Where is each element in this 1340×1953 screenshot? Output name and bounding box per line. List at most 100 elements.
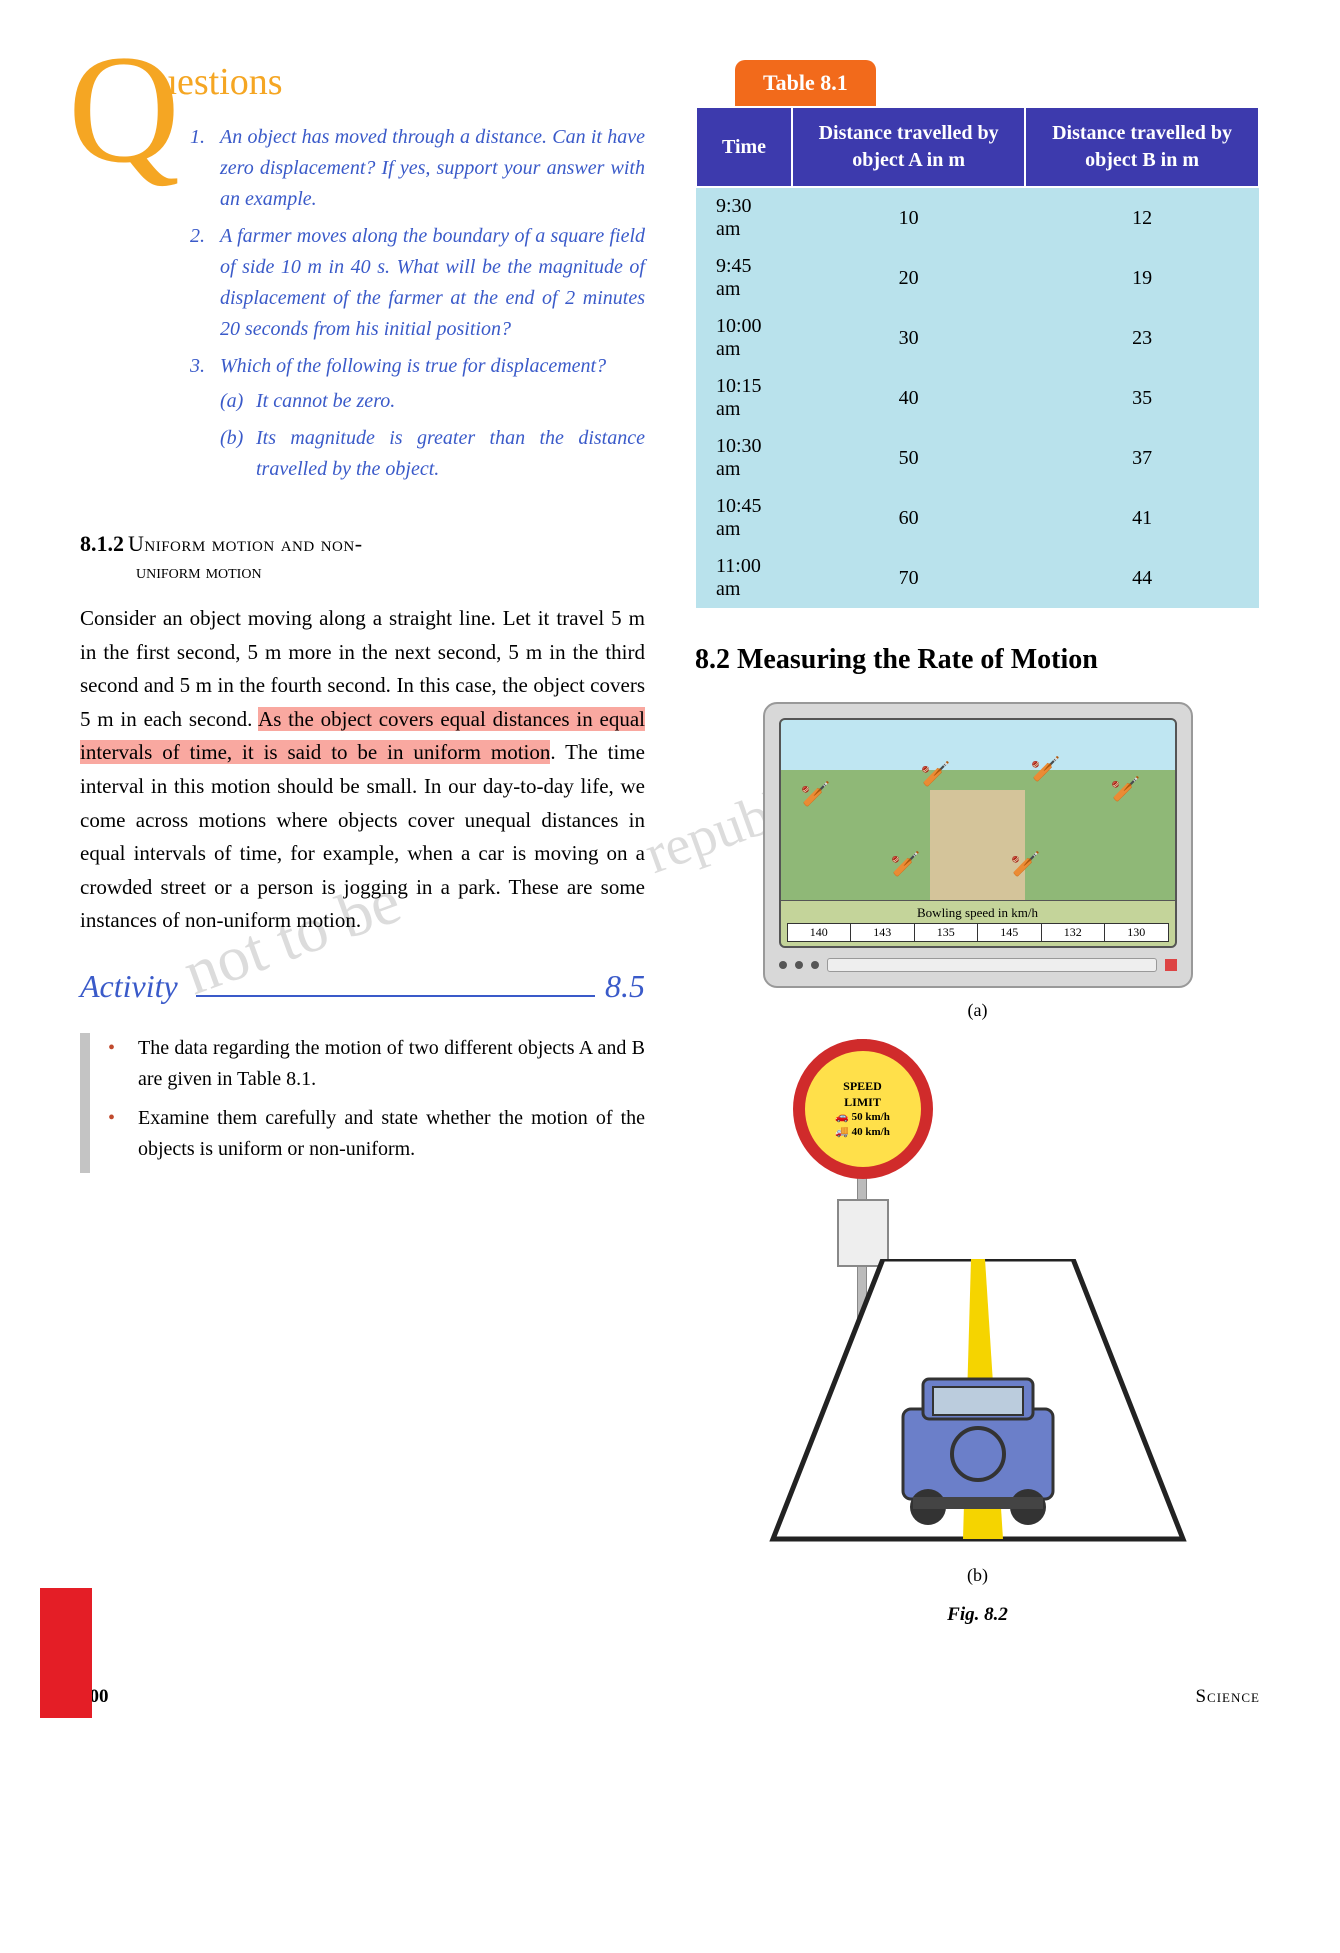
road-svg xyxy=(763,1259,1193,1559)
activity-label: Activity xyxy=(80,968,178,1005)
table-cell: 20 xyxy=(792,248,1025,308)
table-cell: 10:15 am xyxy=(696,368,792,428)
fig-label-b: (b) xyxy=(695,1565,1260,1586)
activity-heading: Activity 8.5 xyxy=(80,968,645,1005)
speed-cell: 130 xyxy=(1105,924,1168,941)
table-body: 9:30 am10129:45 am201910:00 am302310:15 … xyxy=(696,187,1259,608)
data-table: Time Distance travelled by object A in m… xyxy=(695,106,1260,608)
sub-number: (b) xyxy=(220,423,256,485)
table-row: 9:45 am2019 xyxy=(696,248,1259,308)
question-text-inner: Which of the following is true for displ… xyxy=(220,355,606,377)
subject-label: Science xyxy=(1195,1686,1260,1708)
question-number: 3. xyxy=(190,351,220,491)
table-cell: 10:45 am xyxy=(696,488,792,548)
speed-cell: 135 xyxy=(915,924,979,941)
speed-cell: 145 xyxy=(978,924,1042,941)
speed-cell: 143 xyxy=(851,924,915,941)
sign-title: SPEED xyxy=(843,1079,882,1095)
table-cell: 12 xyxy=(1025,187,1259,248)
red-margin-tab xyxy=(40,1588,92,1718)
question-sublist: (a) It cannot be zero. (b) Its magnitude… xyxy=(220,386,645,485)
activity-body: • The data regarding the motion of two d… xyxy=(80,1033,645,1173)
table-row: 10:45 am6041 xyxy=(696,488,1259,548)
table-row: 10:15 am4035 xyxy=(696,368,1259,428)
activity-number: 8.5 xyxy=(605,968,645,1005)
table-cell: 70 xyxy=(792,548,1025,608)
speed-cell: 132 xyxy=(1042,924,1106,941)
power-icon xyxy=(1165,959,1177,971)
body-paragraph: Consider an object moving along a straig… xyxy=(80,602,645,938)
jeep-icon xyxy=(903,1379,1053,1525)
led-icon xyxy=(795,961,803,969)
questions-list: 1. An object has moved through a distanc… xyxy=(190,122,645,491)
player-icon: 🏏 xyxy=(921,760,951,789)
question-item: 3. Which of the following is true for di… xyxy=(190,351,645,491)
led-icon xyxy=(779,961,787,969)
player-icon: 🏏 xyxy=(801,780,831,809)
tv-screen: 🏏 🏏 🏏 🏏 🏏 🏏 Bowling speed in km/h 140143… xyxy=(779,718,1177,948)
question-text: Which of the following is true for displ… xyxy=(220,351,645,491)
table-row: 10:30 am5037 xyxy=(696,428,1259,488)
player-icon: 🏏 xyxy=(891,850,921,879)
cricket-pitch xyxy=(930,790,1025,904)
sub-text: Its magnitude is greater than the distan… xyxy=(256,423,645,485)
question-item: 1. An object has moved through a distanc… xyxy=(190,122,645,215)
speed-cell: 140 xyxy=(788,924,852,941)
table-cell: 41 xyxy=(1025,488,1259,548)
activity-item: • Examine them carefully and state wheth… xyxy=(108,1103,645,1165)
th-dist-b: Distance travelled by object B in m xyxy=(1025,107,1259,187)
player-icon: 🏏 xyxy=(1011,850,1041,879)
page-columns: Q uestions 1. An object has moved throug… xyxy=(80,60,1260,1626)
question-text: An object has moved through a distance. … xyxy=(220,122,645,215)
table-cell: 10:30 am xyxy=(696,428,792,488)
question-number: 1. xyxy=(190,122,220,215)
speed-cells: 140143135145132130 xyxy=(787,923,1169,942)
section-title: Uniform motion and non- xyxy=(128,531,363,556)
table-cell: 44 xyxy=(1025,548,1259,608)
table-cell: 9:45 am xyxy=(696,248,792,308)
fig-caption: Fig. 8.2 xyxy=(695,1604,1260,1626)
monitor-controls xyxy=(779,958,1177,972)
sub-number: (a) xyxy=(220,386,256,417)
road-scene: SPEED LIMIT 🚗 50 km/h 🚚 40 km/h xyxy=(763,1039,1193,1559)
speed-strip: Bowling speed in km/h 140143135145132130 xyxy=(781,900,1175,946)
table-cell: 19 xyxy=(1025,248,1259,308)
player-icon: 🏏 xyxy=(1031,755,1061,784)
sub-text: It cannot be zero. xyxy=(256,386,395,417)
table-cell: 10 xyxy=(792,187,1025,248)
section-8-1-2-heading: 8.1.2 Uniform motion and non- uniform mo… xyxy=(80,531,645,584)
question-sub-item: (b) Its magnitude is greater than the di… xyxy=(220,423,645,485)
sign-sub: LIMIT xyxy=(844,1095,881,1111)
bowling-speed-label: Bowling speed in km/h xyxy=(787,905,1169,921)
th-time: Time xyxy=(696,107,792,187)
table-cell: 37 xyxy=(1025,428,1259,488)
section-number: 8.1.2 xyxy=(80,531,124,556)
led-icon xyxy=(811,961,819,969)
question-number: 2. xyxy=(190,221,220,345)
table-cell: 40 xyxy=(792,368,1025,428)
tv-monitor: 🏏 🏏 🏏 🏏 🏏 🏏 Bowling speed in km/h 140143… xyxy=(763,702,1193,988)
activity-text: The data regarding the motion of two dif… xyxy=(138,1033,645,1095)
figure-8-2: 🏏 🏏 🏏 🏏 🏏 🏏 Bowling speed in km/h 140143… xyxy=(695,702,1260,1626)
table-cell: 60 xyxy=(792,488,1025,548)
slot xyxy=(827,958,1157,972)
table-cell: 50 xyxy=(792,428,1025,488)
question-item: 2. A farmer moves along the boundary of … xyxy=(190,221,645,345)
drop-cap-q: Q xyxy=(68,32,180,187)
sign-car-limit: 🚗 50 km/h xyxy=(835,1110,890,1124)
player-icon: 🏏 xyxy=(1111,775,1141,804)
questions-title: uestions xyxy=(158,60,645,104)
right-column: Table 8.1 Time Distance travelled by obj… xyxy=(695,60,1260,1626)
table-cell: 11:00 am xyxy=(696,548,792,608)
question-text: A farmer moves along the boundary of a s… xyxy=(220,221,645,345)
th-dist-a: Distance travelled by object A in m xyxy=(792,107,1025,187)
section-title-line2: uniform motion xyxy=(136,561,645,584)
sky xyxy=(781,720,1175,770)
question-sub-item: (a) It cannot be zero. xyxy=(220,386,645,417)
table-cell: 23 xyxy=(1025,308,1259,368)
bullet-icon: • xyxy=(108,1103,138,1165)
table-tab: Table 8.1 xyxy=(735,60,876,106)
table-cell: 9:30 am xyxy=(696,187,792,248)
activity-item: • The data regarding the motion of two d… xyxy=(108,1033,645,1095)
para-post: . The time interval in this motion shoul… xyxy=(80,740,645,932)
